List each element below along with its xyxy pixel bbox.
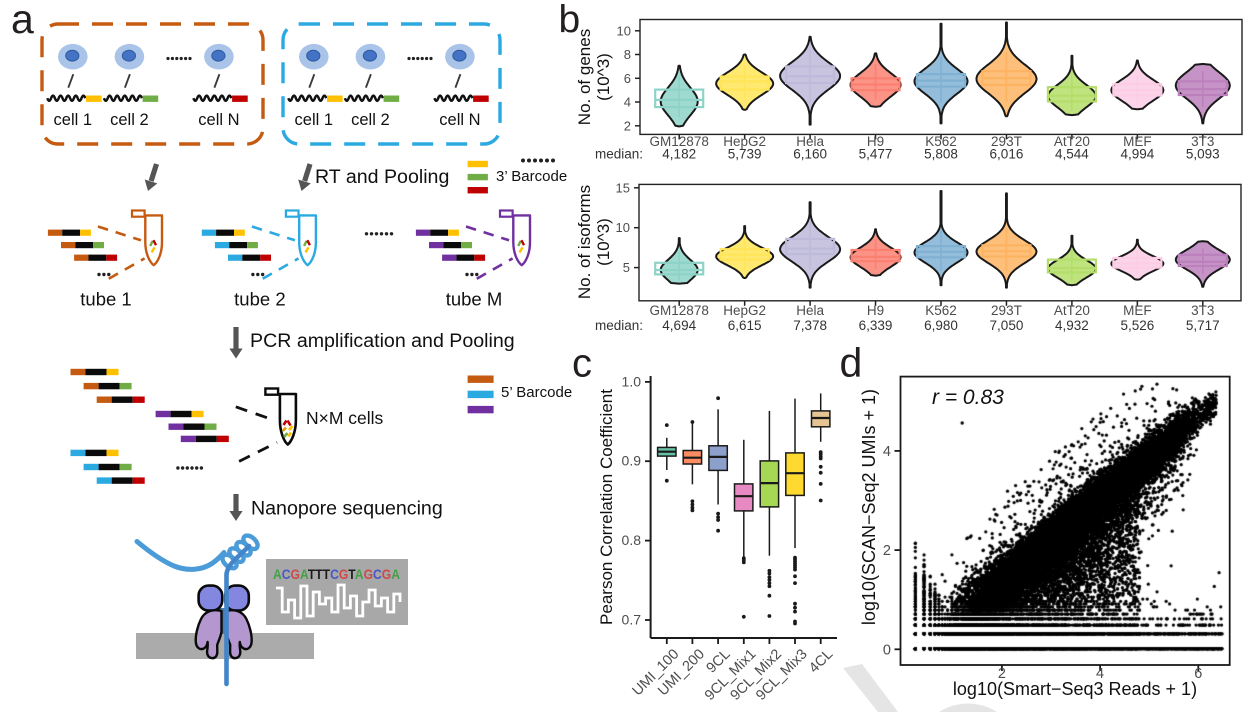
svg-text:log10(Smart−Seq3 Reads + 1): log10(Smart−Seq3 Reads + 1) [953,679,1197,699]
svg-text:c: c [572,342,592,386]
svg-text:7,378: 7,378 [793,318,827,333]
svg-text:5,739: 5,739 [728,147,762,162]
svg-text:3’ Barcode: 3’ Barcode [496,168,567,185]
svg-text:6,160: 6,160 [793,147,827,162]
svg-text:6,339: 6,339 [859,318,893,333]
svg-text:5’ Barcode: 5’ Barcode [501,384,572,401]
svg-text:H9: H9 [867,303,884,318]
svg-text:10: 10 [616,220,630,235]
svg-text:K562: K562 [925,303,957,318]
svg-text:ACGATTTCGTAGCGA: ACGATTTCGTAGCGA [273,567,400,582]
svg-text:K562: K562 [925,134,957,149]
svg-text:2: 2 [883,543,891,559]
svg-text:No. of genes: No. of genes [575,29,594,125]
svg-text:4,544: 4,544 [1055,147,1089,162]
svg-text:5,477: 5,477 [859,147,893,162]
svg-text:0.8: 0.8 [622,532,642,548]
svg-text:6,615: 6,615 [728,318,762,333]
svg-text:2: 2 [998,666,1006,682]
svg-text:cell 2: cell 2 [110,111,149,129]
svg-text:10: 10 [617,23,631,38]
svg-text:1.0: 1.0 [622,373,642,389]
svg-text:Nanopore sequencing: Nanopore sequencing [251,498,443,520]
svg-text:4: 4 [883,444,891,460]
svg-text:Hela: Hela [796,303,824,318]
svg-text:MEF: MEF [1123,303,1152,318]
svg-text:(10^3): (10^3) [594,218,613,266]
svg-text:15: 15 [616,180,630,195]
svg-text:5,717: 5,717 [1186,318,1220,333]
svg-text:GM12878: GM12878 [650,303,709,318]
svg-text:4: 4 [1096,666,1104,682]
svg-text:GM12878: GM12878 [650,134,709,149]
svg-text:293T: 293T [991,134,1022,149]
svg-text:tube 1: tube 1 [80,289,131,310]
svg-text:r = 0.83: r = 0.83 [932,386,1004,409]
svg-text:cell 1: cell 1 [295,111,334,129]
svg-text:0.9: 0.9 [622,453,642,469]
svg-text:0.7: 0.7 [622,612,642,628]
svg-text:5: 5 [623,260,630,275]
svg-text:5,093: 5,093 [1186,147,1220,162]
svg-text:6,016: 6,016 [990,147,1024,162]
svg-text:cell 1: cell 1 [54,111,93,129]
svg-text:MEF: MEF [1123,134,1152,149]
svg-text:(10^3): (10^3) [594,53,613,101]
svg-text:AtT20: AtT20 [1054,134,1090,149]
svg-text:No. of isoforms: No. of isoforms [575,185,594,299]
svg-text:4,994: 4,994 [1120,147,1154,162]
svg-text:5,808: 5,808 [924,147,958,162]
svg-text:6: 6 [1194,666,1202,682]
svg-text:4CL: 4CL [806,646,836,676]
svg-text:3T3: 3T3 [1191,303,1214,318]
svg-text:PCR amplification and Pooling: PCR amplification and Pooling [250,330,515,352]
svg-text:4,182: 4,182 [662,147,696,162]
svg-text:7,050: 7,050 [990,318,1024,333]
svg-text:median:: median: [595,147,643,162]
svg-text:4,932: 4,932 [1055,318,1089,333]
svg-text:Hela: Hela [796,134,824,149]
svg-text:Pearson Correlation Coefficien: Pearson Correlation Coefficient [597,389,616,625]
svg-text:AtT20: AtT20 [1054,303,1090,318]
svg-text:tube 2: tube 2 [234,289,285,310]
svg-text:N×M cells: N×M cells [306,408,384,428]
svg-text:cell 2: cell 2 [351,111,390,129]
svg-text:2: 2 [624,118,631,133]
svg-text:3T3: 3T3 [1191,134,1214,149]
svg-text:b: b [559,0,581,42]
svg-text:6,980: 6,980 [924,318,958,333]
svg-text:0: 0 [883,642,891,658]
svg-text:4,694: 4,694 [662,318,696,333]
svg-text:tube M: tube M [446,289,503,310]
svg-text:median:: median: [595,318,643,333]
svg-text:a: a [11,0,34,42]
svg-text:cell N: cell N [198,111,239,129]
svg-text:H9: H9 [867,134,884,149]
svg-text:log10(SCAN−Seq2 UMIs + 1): log10(SCAN−Seq2 UMIs + 1) [859,389,879,625]
svg-text:293T: 293T [991,303,1022,318]
svg-text:cell N: cell N [439,111,480,129]
svg-text:8: 8 [624,47,631,62]
svg-text:d: d [840,340,863,386]
svg-text:HepG2: HepG2 [723,303,766,318]
svg-text:4: 4 [624,95,631,110]
svg-text:RT and Pooling: RT and Pooling [315,166,449,188]
svg-text:5,526: 5,526 [1120,318,1154,333]
svg-text:HepG2: HepG2 [723,134,766,149]
svg-text:6: 6 [624,71,631,86]
